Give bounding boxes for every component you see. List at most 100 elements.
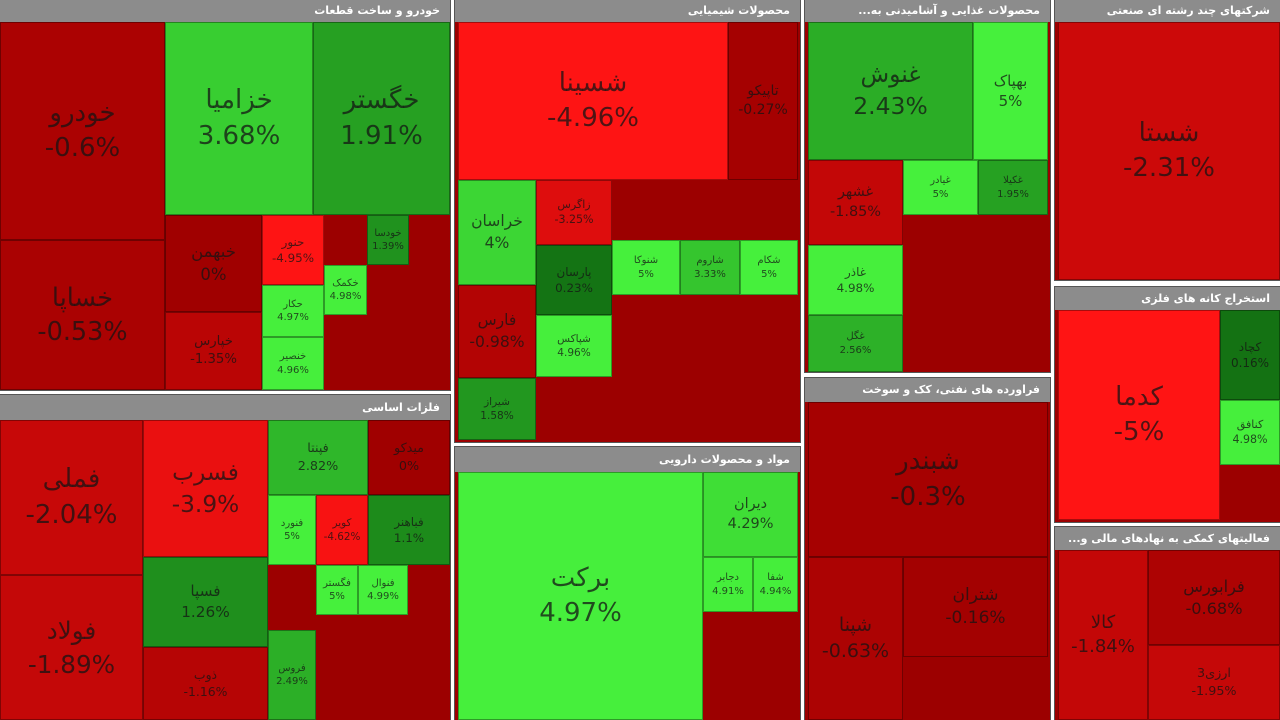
tile: خزامیا 3.68% <box>165 22 313 215</box>
tile-change: 4.99% <box>367 591 399 602</box>
tile: شنوکا 5% <box>612 240 680 295</box>
tile-change: -1.85% <box>829 203 882 220</box>
tile-change: 1.58% <box>480 410 514 422</box>
tile-name: تاپیکو <box>747 83 779 100</box>
tile-name: فسپا <box>190 582 221 601</box>
tile-change: -0.53% <box>37 317 128 347</box>
tile-name: فباهنر <box>394 514 424 529</box>
tile: حنور -4.95% <box>262 215 324 285</box>
tile-name: شتران <box>952 585 999 606</box>
tile-name: غگل <box>846 331 865 342</box>
tile-change: 4.97% <box>539 598 622 628</box>
tile-name: حنور <box>281 234 305 249</box>
tile-change: -0.16% <box>945 608 1006 628</box>
tile-name: غیادر <box>930 175 951 186</box>
tile-change: 0% <box>200 264 227 284</box>
tile-change: 2.82% <box>297 458 339 474</box>
tile: خپارس -1.35% <box>165 312 262 390</box>
tile-name: شپنا <box>838 613 873 636</box>
tile-name: خبهمن <box>191 242 236 262</box>
tile-change: -2.04% <box>25 499 118 530</box>
tile-change: 4.96% <box>277 364 309 376</box>
tile-name: ارزی3 <box>1197 666 1231 682</box>
tile-change: 5% <box>638 268 654 280</box>
tile: دیران 4.29% <box>703 472 798 557</box>
tile-change: -0.27% <box>738 102 788 118</box>
tile-name: فملی <box>42 464 101 495</box>
sector-title: محصولات غذایی و آشامیدنی به... <box>805 0 1050 22</box>
tile-change: 4.98% <box>836 281 875 295</box>
tile-change: 4.98% <box>329 291 362 302</box>
tile-change: -1.84% <box>1071 636 1135 657</box>
tile: ارزی3 -1.95% <box>1148 645 1280 720</box>
sector-title: شرکتهای چند رشته ای صنعتی <box>1055 0 1280 22</box>
tile: فملی -2.04% <box>0 420 143 575</box>
tile-change: -0.6% <box>44 133 121 163</box>
tile-name: شسینا <box>558 67 628 98</box>
tile-name: کدما <box>1115 381 1163 412</box>
tile-change: -0.98% <box>469 332 525 351</box>
tile: غشهر -1.85% <box>808 160 903 245</box>
tile: کدما -5% <box>1058 310 1220 520</box>
tile: فارس -0.98% <box>458 285 536 378</box>
tile-change: -4.95% <box>271 251 315 265</box>
tile: شستا -2.31% <box>1058 22 1280 280</box>
tile-change: 5% <box>932 188 949 200</box>
tile-name: حکار <box>283 298 303 310</box>
tile: خودرو -0.6% <box>0 22 165 240</box>
tile-name: شفا <box>767 572 784 583</box>
tile-name: شکام <box>757 255 781 266</box>
tile-name: خودرو <box>49 97 116 128</box>
tile-name: کنافق <box>1236 417 1264 431</box>
tile: فسرب -3.9% <box>143 420 268 557</box>
sector-title: فلزات اساسی <box>0 395 450 420</box>
tile: دجابر 4.91% <box>703 557 753 612</box>
tile: شیراز 1.58% <box>458 378 536 440</box>
sector-title: فعالیتهای کمکی به نهادهای مالی و... <box>1055 527 1280 550</box>
tile: کویر -4.62% <box>316 495 368 565</box>
tile-change: 0.23% <box>555 281 593 295</box>
tile-change: 5% <box>284 531 300 542</box>
tile-name: برکت <box>550 562 611 593</box>
tile-change: -4.96% <box>547 103 639 133</box>
sector-title: خودرو و ساخت قطعات <box>0 0 450 22</box>
tile: پارسان 0.23% <box>536 245 612 315</box>
tile-name: شاروم <box>696 255 724 266</box>
sector-title: استخراج کانه های فلزی <box>1055 287 1280 310</box>
tile-name: ذوب <box>193 666 218 682</box>
tile-name: فولاد <box>46 616 97 646</box>
tile-change: 4.98% <box>1232 432 1268 446</box>
tile-change: -1.89% <box>27 649 116 679</box>
tile: کچاد 0.16% <box>1220 310 1280 400</box>
tile-name: کچاد <box>1238 339 1262 354</box>
sector-title: فراورده های نفتی، کک و سوخت <box>805 378 1050 402</box>
tile: فرابورس -0.68% <box>1148 550 1280 645</box>
tile-name: غشهر <box>837 184 874 200</box>
tile-name: غکیلا <box>1003 175 1023 186</box>
tile: فنوال 4.99% <box>358 565 408 615</box>
tile-name: فنوال <box>371 577 395 589</box>
tile-name: شستا <box>1138 117 1200 148</box>
tile-change: -1.16% <box>183 683 228 699</box>
tile-change: 4.91% <box>712 585 744 597</box>
tile-change: 4% <box>484 233 510 252</box>
tile: فسپا 1.26% <box>143 557 268 647</box>
tile-name: شپاکس <box>557 332 591 345</box>
tile-name: فپنتا <box>307 441 329 457</box>
tile: شپاکس 4.96% <box>536 315 612 377</box>
tile-name: شیراز <box>484 395 510 408</box>
tile-change: 5% <box>998 92 1023 110</box>
tile-change: 1.26% <box>181 603 230 621</box>
tile-change: 0% <box>398 458 420 474</box>
tile-change: 5% <box>761 268 777 280</box>
tile-name: خزامیا <box>205 85 273 116</box>
tile-name: کویر <box>332 516 352 529</box>
tile-change: 2.49% <box>276 676 308 687</box>
tile: خنصیر 4.96% <box>262 337 324 390</box>
tile-change: -0.68% <box>1185 598 1243 618</box>
tile-change: 1.1% <box>393 531 425 545</box>
tile-name: خنصیر <box>279 351 307 362</box>
tile: فباهنر 1.1% <box>368 495 450 565</box>
tile: شفا 4.94% <box>753 557 798 612</box>
